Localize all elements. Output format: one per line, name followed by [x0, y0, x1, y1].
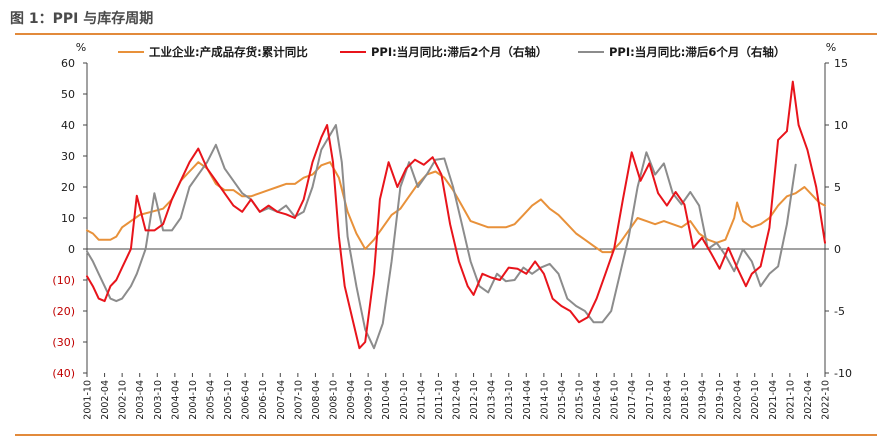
x-tick-label: 2015-10	[575, 380, 586, 420]
x-tick-label: 2001-10	[83, 380, 94, 420]
right-tick-label: -10	[834, 367, 852, 380]
left-tick-label: 50	[61, 88, 75, 101]
x-tick-label: 2014-10	[539, 380, 550, 420]
left-unit-label: %	[76, 41, 86, 54]
right-tick-label: 15	[834, 57, 848, 70]
x-tick-label: 2003-10	[153, 380, 164, 420]
left-tick-label: (10)	[52, 274, 75, 287]
right-tick-label: 0	[834, 243, 841, 256]
right-tick-label: 5	[834, 181, 841, 194]
right-unit-label: %	[826, 41, 836, 54]
x-tick-label: 2016-10	[610, 380, 621, 420]
left-tick-label: (20)	[52, 305, 75, 318]
x-tick-label: 2014-04	[522, 380, 533, 420]
x-tick-label: 2018-04	[662, 380, 673, 420]
x-tick-label: 2020-04	[733, 380, 744, 420]
figure-title: 图 1：PPI 与库存周期	[10, 11, 154, 27]
x-tick-label: 2006-10	[258, 380, 269, 420]
x-tick-label: 2015-04	[557, 380, 568, 420]
left-tick-label: (30)	[52, 336, 75, 349]
x-tick-label: 2021-10	[785, 380, 796, 420]
series-line-2	[86, 80, 826, 350]
x-tick-label: 2010-04	[381, 380, 392, 420]
legend-label-1: 工业企业:产成品存货:累计同比	[149, 45, 308, 59]
x-tick-label: 2017-04	[627, 380, 638, 420]
x-tick-label: 2019-10	[715, 380, 726, 420]
x-tick-label: 2012-10	[469, 380, 480, 420]
x-tick-label: 2017-10	[645, 380, 656, 420]
x-tick-label: 2005-04	[206, 380, 217, 420]
x-tick-label: 2022-04	[803, 380, 814, 420]
x-tick-label: 2003-04	[135, 380, 146, 420]
left-tick-label: (40)	[52, 367, 75, 380]
x-tick-label: 2008-10	[329, 380, 340, 420]
top-rule	[15, 33, 877, 35]
x-tick-label: 2009-04	[346, 380, 357, 420]
x-tick-label: 2011-04	[416, 380, 427, 420]
x-tick-label: 2022-10	[821, 380, 832, 420]
x-tick-label: 2004-10	[188, 380, 199, 420]
x-tick-label: 2020-10	[750, 380, 761, 420]
x-tick-label: 2016-04	[592, 380, 603, 420]
right-tick-label: -5	[834, 305, 845, 318]
x-tick-label: 2002-04	[100, 380, 111, 420]
x-tick-label: 2018-10	[680, 380, 691, 420]
x-tick-label: 2007-10	[293, 380, 304, 420]
bottom-rule	[15, 434, 877, 436]
x-tick-label: 2021-04	[768, 380, 779, 420]
x-tick-label: 2009-10	[364, 380, 375, 420]
series-line-1	[86, 161, 826, 254]
x-tick-label: 2005-10	[223, 380, 234, 420]
x-tick-label: 2006-04	[241, 380, 252, 420]
left-tick-label: 60	[61, 57, 75, 70]
x-tick-label: 2010-10	[399, 380, 410, 420]
x-tick-label: 2008-04	[311, 380, 322, 420]
x-tick-label: 2012-04	[452, 380, 463, 420]
x-tick-label: 2007-04	[276, 380, 287, 420]
series-line-3	[86, 124, 797, 350]
x-tick-label: 2013-10	[504, 380, 515, 420]
x-tick-label: 2013-04	[487, 380, 498, 420]
left-tick-label: 30	[61, 150, 75, 163]
legend-label-2: PPI:当月同比:滞后2个月（右轴）	[371, 45, 547, 59]
legend-label-3: PPI:当月同比:滞后6个月（右轴）	[609, 45, 785, 59]
x-tick-label: 2011-10	[434, 380, 445, 420]
left-tick-label: 20	[61, 181, 75, 194]
x-tick-label: 2002-10	[118, 380, 129, 420]
left-tick-label: 10	[61, 212, 75, 225]
x-tick-label: 2019-04	[698, 380, 709, 420]
right-tick-label: 10	[834, 119, 848, 132]
left-tick-label: 0	[68, 243, 75, 256]
x-tick-label: 2004-04	[170, 380, 181, 420]
left-tick-label: 40	[61, 119, 75, 132]
